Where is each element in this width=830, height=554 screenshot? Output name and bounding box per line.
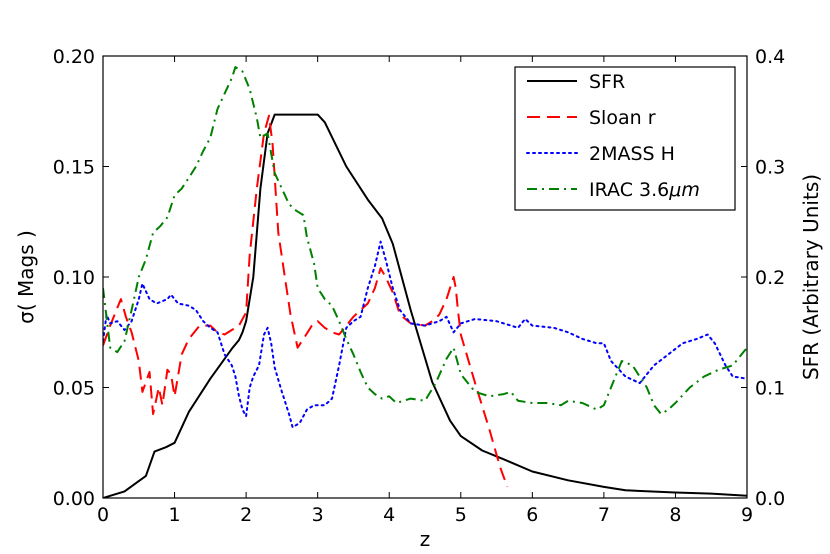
legend-label-3: IRAC 3.6μm — [589, 179, 700, 201]
y-axis-label-left: σ( Mags ) — [14, 230, 38, 324]
y-axis-label-right: SFR (Arbitrary Units) — [799, 174, 823, 380]
x-tick-label: 1 — [169, 504, 181, 526]
x-tick-label: 8 — [669, 504, 681, 526]
plot-area-frame — [102, 55, 748, 499]
x-tick-label: 0 — [97, 504, 109, 526]
x-axis-label: z — [420, 527, 431, 551]
series-line-0 — [103, 113, 747, 498]
y-right-tick-label: 0.0 — [755, 488, 785, 510]
x-tick-label: 9 — [741, 504, 753, 526]
x-tick-label: 4 — [383, 504, 395, 526]
y-right-tick-label: 0.1 — [755, 378, 785, 400]
y-left-tick-label: 0.15 — [53, 157, 95, 179]
series-line-2 — [103, 240, 747, 429]
x-tick-label: 3 — [312, 504, 324, 526]
y-left-tick-label: 0.20 — [53, 46, 95, 68]
y-right-tick-label: 0.4 — [755, 46, 785, 68]
y-left-tick-label: 0.05 — [53, 378, 95, 400]
y-left-tick-label: 0.10 — [53, 267, 95, 289]
legend-box — [514, 66, 736, 211]
series-line-3 — [103, 66, 747, 415]
legend-label-1: Sloan r — [589, 107, 656, 129]
y-right-tick-label: 0.3 — [755, 157, 785, 179]
x-tick-label: 6 — [526, 504, 538, 526]
x-tick-label: 5 — [455, 504, 467, 526]
y-left-tick-label: 0.00 — [53, 488, 95, 510]
y-right-tick-label: 0.2 — [755, 267, 785, 289]
legend-label-2: 2MASS H — [589, 143, 675, 165]
legend-label-0: SFR — [589, 71, 625, 93]
x-tick-label: 7 — [598, 504, 610, 526]
x-tick-label: 2 — [240, 504, 252, 526]
